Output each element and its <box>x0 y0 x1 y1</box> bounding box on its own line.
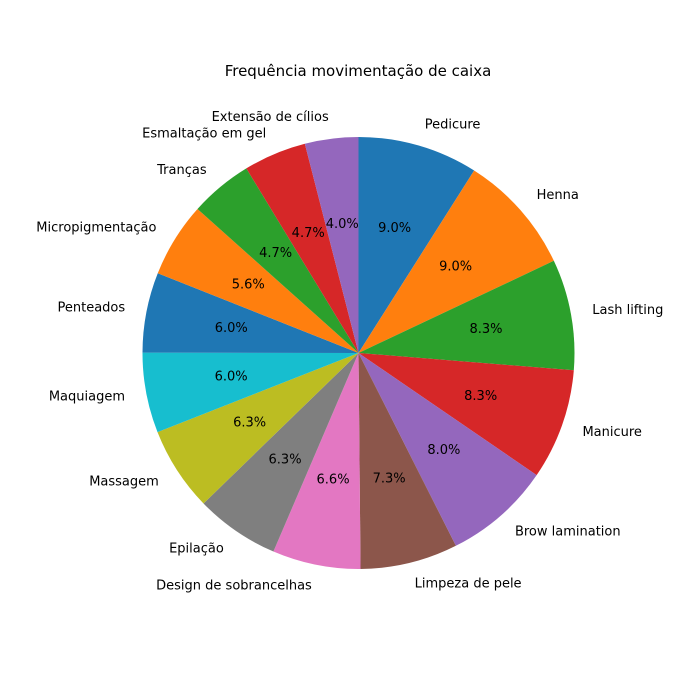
slice-epilacao <box>203 353 359 552</box>
label-epilacao: Epilação <box>169 541 224 556</box>
slice-pedicure <box>358 137 475 353</box>
pct-label-limpeza-de-pele: 7.3% <box>373 471 406 486</box>
pct-label-penteados: 6.0% <box>215 321 248 336</box>
slice-brow-lamination <box>358 353 537 546</box>
label-penteados: Penteados <box>58 301 126 316</box>
pct-label-extensao-de-cilios: 4.0% <box>326 217 359 232</box>
pct-label-esmaltacao-em-gel: 4.7% <box>292 226 325 241</box>
pct-label-massagem: 6.3% <box>233 416 266 431</box>
label-micropigmentacao: Micropigmentação <box>36 221 156 236</box>
pie-labels: Pedicure 9.0% Henna 9.0% Lash lifting 8.3% Man… <box>36 110 663 594</box>
label-design-de-sobrancelhas: Design de sobrancelhas <box>156 578 312 593</box>
label-esmaltacao-em-gel: Esmaltação em gel <box>142 127 266 142</box>
slice-design-de-sobrancelhas <box>273 353 361 569</box>
slice-esmaltacao-em-gel <box>246 143 359 353</box>
slice-henna <box>358 170 554 353</box>
slice-penteados <box>142 273 359 353</box>
pct-label-lash-lifting: 8.3% <box>469 322 502 337</box>
pct-label-henna: 9.0% <box>439 260 472 275</box>
label-henna: Henna <box>537 188 579 203</box>
label-manicure: Manicure <box>582 425 641 440</box>
pct-label-micropigmentacao: 5.6% <box>232 277 265 292</box>
pct-label-brow-lamination: 8.0% <box>427 443 460 458</box>
slice-manicure <box>358 353 574 476</box>
pct-label-design-de-sobrancelhas: 6.6% <box>317 473 350 488</box>
label-maquiagem: Maquiagem <box>49 390 125 405</box>
slice-massagem <box>157 353 359 504</box>
pct-label-manicure: 8.3% <box>464 389 497 404</box>
label-brow-lamination: Brow lamination <box>515 524 621 539</box>
slice-limpeza-de-pele <box>358 353 456 569</box>
pct-label-maquiagem: 6.0% <box>215 370 248 385</box>
label-lash-lifting: Lash lifting <box>592 303 663 318</box>
slice-lash-lifting <box>358 260 575 371</box>
slice-trancas <box>197 168 359 353</box>
pct-label-trancas: 4.7% <box>259 246 292 261</box>
label-pedicure: Pedicure <box>425 117 481 132</box>
label-massagem: Massagem <box>89 474 159 489</box>
label-limpeza-de-pele: Limpeza de pele <box>415 576 522 591</box>
chart-title: Frequência movimentação de caixa <box>225 62 492 80</box>
label-trancas: Tranças <box>156 163 207 178</box>
pct-label-pedicure: 9.0% <box>378 221 411 236</box>
slice-extensao-de-cilios <box>304 137 359 353</box>
pie-slices <box>142 137 575 569</box>
pct-label-epilacao: 6.3% <box>269 452 302 467</box>
label-extensao-de-cilios: Extensão de cílios <box>212 110 329 125</box>
slice-micropigmentacao <box>157 209 359 353</box>
slice-maquiagem <box>142 352 359 433</box>
